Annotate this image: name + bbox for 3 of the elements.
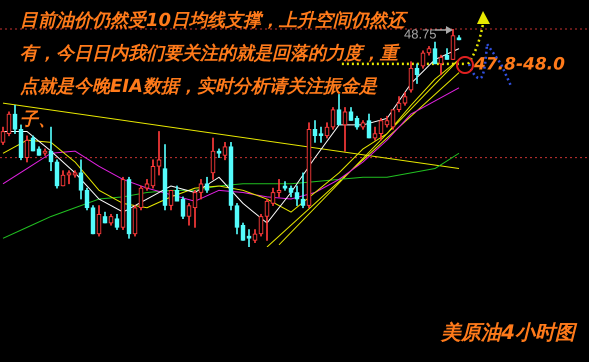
annotation: 48.75 (404, 26, 437, 42)
text: 美原油4小时图 (441, 319, 575, 346)
text: 47.8-48.0 (473, 54, 566, 74)
